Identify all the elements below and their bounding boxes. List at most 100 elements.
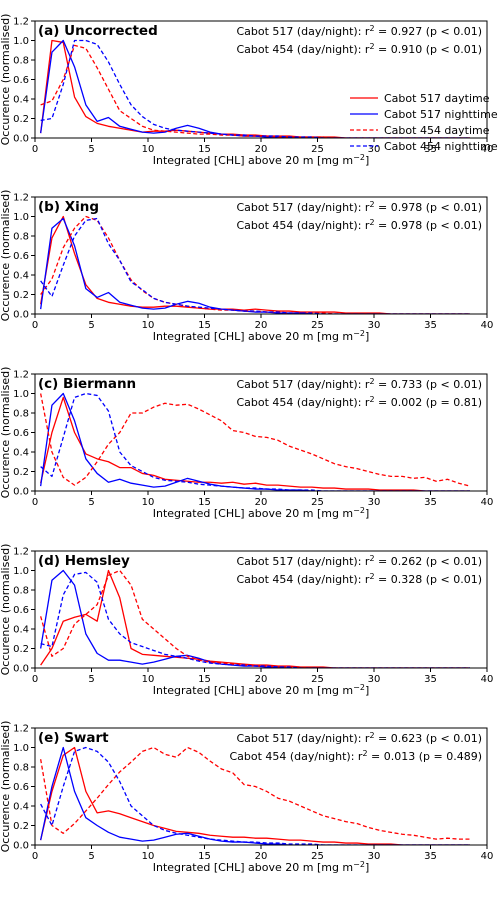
x-axis-label-main: Integrated [CHL] above 20 m [mg m: [153, 861, 353, 874]
x-axis-label-sup: −2: [353, 329, 365, 338]
y-tick-label: 0.0: [13, 664, 29, 675]
x-tick-label: 30: [368, 144, 381, 155]
x-tick-label: 15: [198, 497, 211, 508]
stat-line: Cabot 517 (day/night): r2 = 0.623 (p < 0…: [236, 731, 482, 745]
y-tick-label: 1.2: [13, 193, 29, 204]
y-tick-label: 0.6: [13, 605, 29, 616]
x-tick-label: 10: [142, 497, 155, 508]
x-tick-label: 5: [88, 144, 94, 155]
stat-prefix: Cabot 454 (day/night): r: [236, 396, 369, 409]
x-axis-label-main: Integrated [CHL] above 20 m [mg m: [153, 154, 353, 167]
panel-3: 0 5 10 15 20 25 30 35 40 0.0 0.2 0.4 0.6 0.8 1.0 1.2 Int…: [0, 367, 493, 520]
x-tick-label: 35: [424, 320, 437, 331]
stat-line: Cabot 517 (day/night): r2 = 0.262 (p < 0…: [236, 554, 482, 568]
stat-line: Cabot 517 (day/night): r2 = 0.927 (p < 0…: [236, 24, 482, 38]
series-line-cabot-454-nighttime: [40, 571, 471, 668]
stat-sup: 2: [369, 42, 374, 51]
stat-sup: 2: [369, 24, 374, 33]
y-tick-label: 0.2: [13, 114, 29, 125]
y-tick-label: 0.8: [13, 232, 29, 243]
series-group: [40, 215, 471, 314]
y-tick-label: 0.8: [13, 409, 29, 420]
x-axis-label-end: ]: [365, 507, 369, 520]
y-tick-label: 0.2: [13, 644, 29, 655]
y-tick-label: 1.0: [13, 212, 29, 223]
x-tick-label: 10: [142, 851, 155, 862]
y-tick-label: 0.2: [13, 467, 29, 478]
stat-prefix: Cabot 454 (day/night): r: [236, 573, 369, 586]
y-tick-label: 0.4: [13, 802, 29, 813]
x-tick-label: 25: [311, 497, 324, 508]
x-tick-label: 40: [481, 144, 494, 155]
x-axis-label-sup: −2: [353, 153, 365, 162]
panel-4: 0 5 10 15 20 25 30 35 40 0.0 0.2 0.4 0.6 0.8 1.0 1.2 Int…: [0, 544, 493, 697]
stat-line: Cabot 454 (day/night): r2 = 0.978 (p < 0…: [236, 218, 482, 232]
stat-suffix: = 0.978 (p < 0.01): [375, 219, 482, 232]
stat-line: Cabot 454 (day/night): r2 = 0.002 (p = 0…: [236, 395, 482, 409]
stat-prefix: Cabot 517 (day/night): r: [236, 555, 369, 568]
x-tick-label: 5: [88, 497, 94, 508]
y-axis-label: Occurence (normalised): [0, 721, 12, 853]
x-axis-label: Integrated [CHL] above 20 m [mg m−2]: [153, 683, 370, 697]
series-line-cabot-454-nighttime: [40, 392, 471, 491]
x-axis-label-end: ]: [365, 861, 369, 874]
x-tick-label: 25: [311, 144, 324, 155]
series-line-cabot-454-daytime: [40, 393, 471, 487]
stat-sup: 2: [369, 377, 374, 386]
stat-sup: 2: [369, 554, 374, 563]
legend: Cabot 517 daytime Cabot 517 nighttime Cabo…: [350, 92, 498, 153]
series-line-cabot-517-nighttime: [40, 217, 471, 314]
y-tick-label: 0.0: [13, 487, 29, 498]
legend-label: Cabot 517 daytime: [384, 92, 490, 105]
stat-suffix: = 0.328 (p < 0.01): [375, 573, 482, 586]
stat-suffix: = 0.978 (p < 0.01): [375, 201, 482, 214]
x-tick-label: 40: [481, 497, 494, 508]
x-tick-label: 30: [368, 674, 381, 685]
x-tick-label: 5: [88, 674, 94, 685]
y-tick-label: 0.6: [13, 251, 29, 262]
x-tick-label: 25: [311, 320, 324, 331]
x-tick-label: 5: [88, 320, 94, 331]
x-tick-label: 5: [88, 851, 94, 862]
x-tick-label: 10: [142, 144, 155, 155]
x-axis-label-end: ]: [365, 330, 369, 343]
stat-suffix: = 0.910 (p < 0.01): [375, 43, 482, 56]
stat-suffix: = 0.927 (p < 0.01): [375, 25, 482, 38]
stat-prefix: Cabot 517 (day/night): r: [236, 378, 369, 391]
stat-prefix: Cabot 517 (day/night): r: [236, 25, 369, 38]
stat-sup: 2: [369, 395, 374, 404]
y-tick-label: 0.4: [13, 271, 29, 282]
x-tick-label: 20: [255, 674, 268, 685]
x-axis-label-end: ]: [365, 154, 369, 167]
stat-suffix: = 0.733 (p < 0.01): [375, 378, 482, 391]
stat-suffix: = 0.262 (p < 0.01): [375, 555, 482, 568]
stat-sup: 2: [369, 200, 374, 209]
series-line-cabot-454-daytime: [40, 215, 471, 314]
y-tick-label: 0.4: [13, 448, 29, 459]
y-tick-label: 1.2: [13, 547, 29, 558]
x-axis-label-main: Integrated [CHL] above 20 m [mg m: [153, 330, 353, 343]
y-axis-label: Occurence (normalised): [0, 367, 12, 499]
y-tick-label: 1.0: [13, 36, 29, 47]
legend-label: Cabot 517 nighttime: [384, 108, 498, 121]
y-tick-label: 0.8: [13, 586, 29, 597]
y-tick-label: 1.0: [13, 389, 29, 400]
x-tick-label: 0: [32, 851, 38, 862]
legend-label: Cabot 454 daytime: [384, 124, 490, 137]
y-tick-label: 0.0: [13, 310, 29, 321]
x-tick-label: 40: [481, 851, 494, 862]
x-tick-label: 15: [198, 144, 211, 155]
panel-title: (d) Hemsley: [38, 553, 130, 569]
x-axis-label-sup: −2: [353, 860, 365, 869]
x-tick-label: 20: [255, 851, 268, 862]
x-tick-label: 30: [368, 851, 381, 862]
panel-title: (e) Swart: [38, 730, 109, 746]
series-line-cabot-454-daytime: [40, 746, 471, 840]
y-tick-label: 1.0: [13, 566, 29, 577]
series-line-cabot-454-nighttime: [40, 39, 471, 138]
series-line-cabot-517-daytime: [40, 39, 471, 138]
panel-1: 0 5 10 15 20 25 30 35 40 0.0 0.2 0.4 0.6 0.8 1.0 1.2 Int…: [0, 14, 498, 167]
stat-prefix: Cabot 517 (day/night): r: [236, 732, 369, 745]
panel-2: 0 5 10 15 20 25 30 35 40 0.0 0.2 0.4 0.6 0.8 1.0 1.2 Int…: [0, 190, 493, 343]
y-tick-label: 0.2: [13, 290, 29, 301]
